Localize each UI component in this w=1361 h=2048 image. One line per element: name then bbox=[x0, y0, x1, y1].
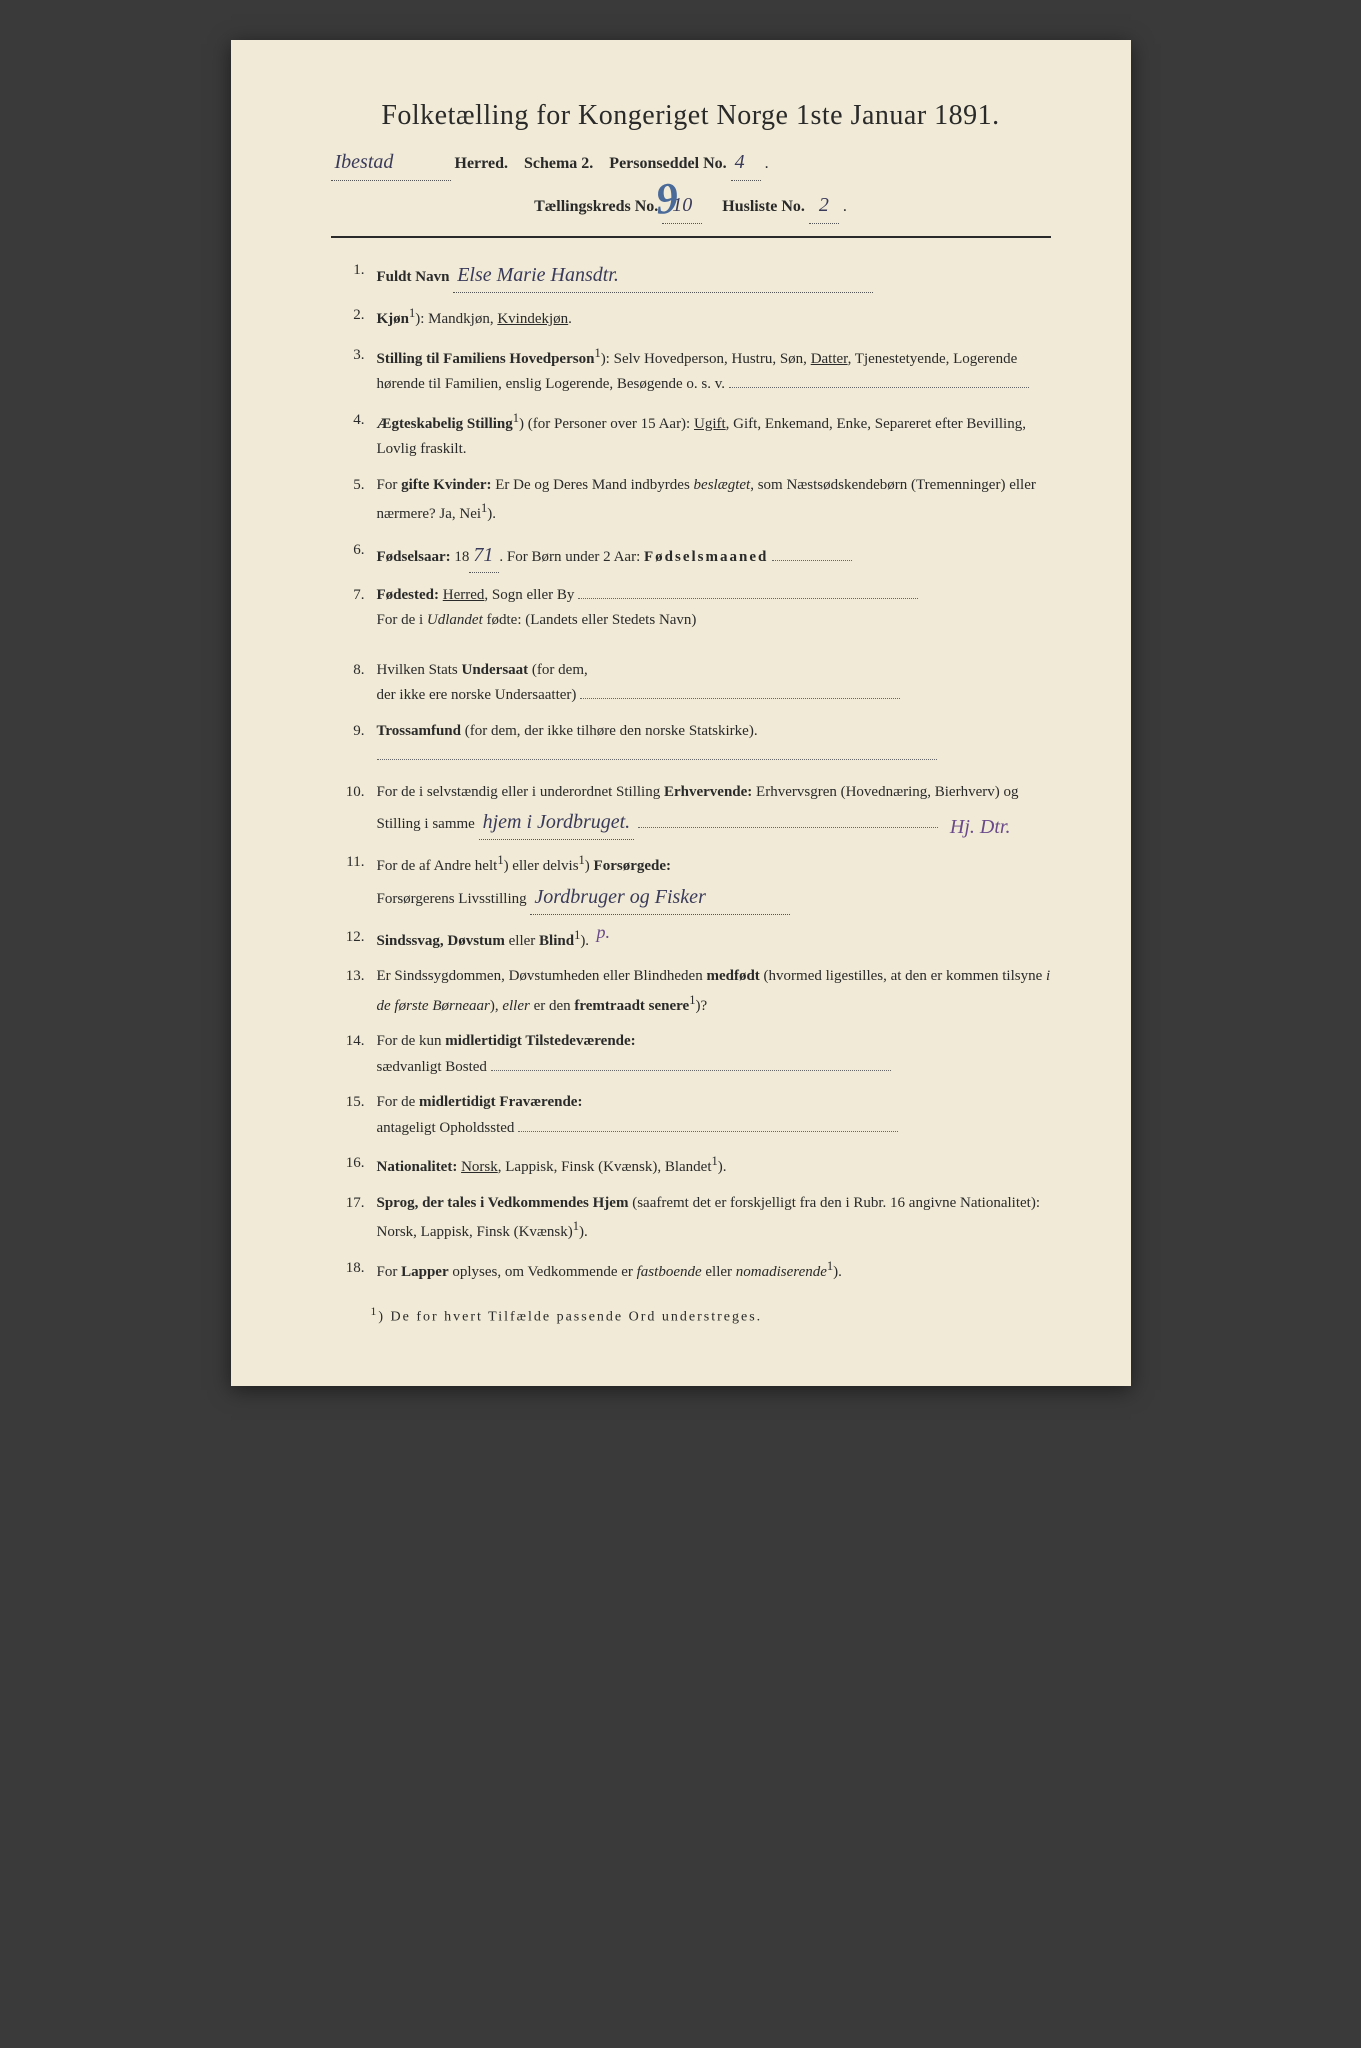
entry-3: 3. Stilling til Familiens Hovedperson1):… bbox=[341, 343, 1051, 398]
census-form-page: Folketælling for Kongeriget Norge 1ste J… bbox=[231, 40, 1131, 1386]
entry-18: 18. For Lapper oplyses, om Vedkommende e… bbox=[341, 1256, 1051, 1286]
entry-14: 14. For de kun midlertidigt Tilstedevære… bbox=[341, 1029, 1051, 1080]
entry-16: 16. Nationalitet: Norsk, Lappisk, Finsk … bbox=[341, 1151, 1051, 1181]
entry-10: 10. For de i selvstændig eller i underor… bbox=[341, 780, 1051, 841]
footnote: 1) De for hvert Tilfælde passende Ord un… bbox=[331, 1305, 1051, 1326]
entry-2: 2. Kjøn1): Mandkjøn, Kvindekjøn. bbox=[341, 303, 1051, 333]
entry-17: 17. Sprog, der tales i Vedkommendes Hjem… bbox=[341, 1191, 1051, 1246]
entry-15: 15. For de midlertidigt Fraværende: anta… bbox=[341, 1090, 1051, 1141]
annotation-12: p. bbox=[597, 917, 611, 948]
annotation-10: Hj. Dtr. bbox=[950, 810, 1011, 844]
page-title: Folketælling for Kongeriget Norge 1ste J… bbox=[331, 100, 1051, 132]
entry-9: 9. Trossamfund (for dem, der ikke tilhør… bbox=[341, 719, 1051, 770]
herred-value: Ibestad bbox=[331, 144, 451, 181]
husliste-no: 2 bbox=[809, 187, 839, 224]
entries-list: 1. Fuldt Navn Else Marie Hansdtr. 2. Kjø… bbox=[331, 258, 1051, 1285]
entry-12: 12. Sindssvag, Døvstum eller Blind1). p. bbox=[341, 925, 1051, 955]
entry-6: 6. Fødselsaar: 1871. For Børn under 2 Aa… bbox=[341, 538, 1051, 573]
entry-11: 11. For de af Andre helt1) eller delvis1… bbox=[341, 850, 1051, 915]
entry-5: 5. For gifte Kvinder: Er De og Deres Man… bbox=[341, 473, 1051, 528]
entry-4: 4. Ægteskabelig Stilling1) (for Personer… bbox=[341, 408, 1051, 463]
husliste-label: Husliste No. bbox=[722, 198, 805, 215]
fuldt-navn-value: Else Marie Hansdtr. bbox=[453, 258, 873, 293]
entry-7: 7. Fødested: Herred, Sogn eller By For d… bbox=[341, 583, 1051, 634]
entry-8: 8. Hvilken Stats Undersaat (for dem, der… bbox=[341, 658, 1051, 709]
herred-label: Herred. bbox=[455, 155, 508, 172]
provider-occupation: Jordbruger og Fisker bbox=[530, 880, 790, 915]
entry-1: 1. Fuldt Navn Else Marie Hansdtr. bbox=[341, 258, 1051, 293]
entry-13: 13. Er Sindssygdommen, Døvstumheden elle… bbox=[341, 964, 1051, 1019]
occupation-value: hjem i Jordbruget. bbox=[479, 805, 635, 840]
header-line-2: Tællingskreds No. 10 9 Husliste No. 2 . bbox=[331, 187, 1051, 224]
schema-label: Schema 2. bbox=[524, 155, 593, 172]
taellingskreds-no: 10 9 bbox=[662, 187, 702, 224]
birth-year: 71 bbox=[469, 538, 499, 573]
header-divider bbox=[331, 236, 1051, 238]
taellingskreds-label: Tællingskreds No. bbox=[534, 198, 658, 215]
personseddel-no: 4 bbox=[731, 144, 761, 181]
header-line-1: Ibestad Herred. Schema 2. Personseddel N… bbox=[331, 144, 1051, 181]
